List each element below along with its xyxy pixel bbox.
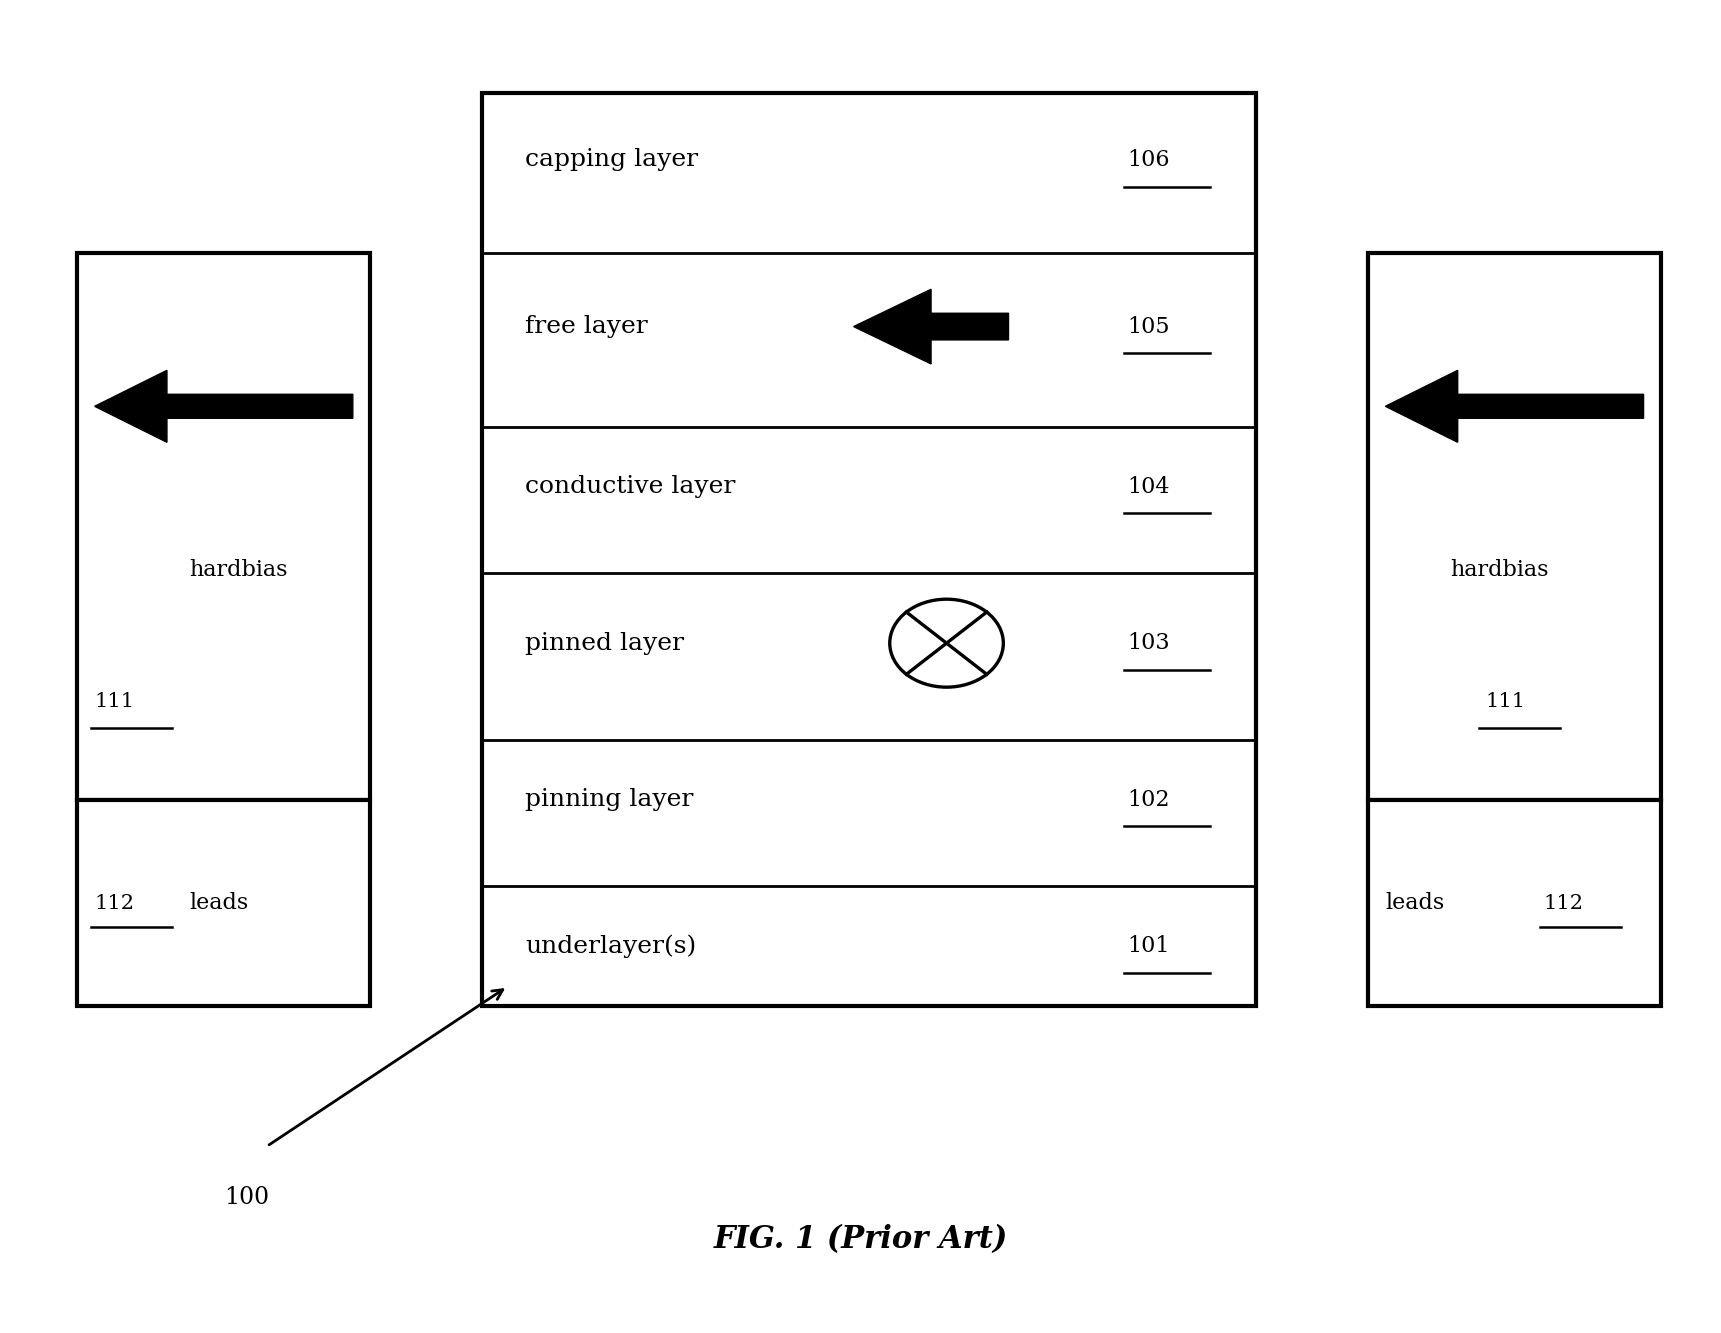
Text: pinning layer: pinning layer: [525, 788, 694, 812]
Text: 102: 102: [1127, 789, 1170, 810]
Bar: [77, 800, 370, 1006]
Text: 111: 111: [1485, 692, 1525, 710]
Text: pinned layer: pinned layer: [525, 632, 683, 655]
Text: conductive layer: conductive layer: [525, 475, 735, 499]
Text: leads: leads: [1385, 892, 1444, 914]
Text: leads: leads: [189, 892, 248, 914]
Text: 112: 112: [95, 893, 134, 913]
Text: hardbias: hardbias: [189, 560, 287, 581]
Text: capping layer: capping layer: [525, 148, 699, 172]
Text: 112: 112: [1544, 893, 1583, 913]
Text: 106: 106: [1127, 149, 1170, 171]
Polygon shape: [1385, 371, 1644, 443]
Bar: [77, 253, 370, 800]
Bar: [482, 93, 1256, 1006]
Bar: [1368, 800, 1661, 1006]
Text: free layer: free layer: [525, 315, 647, 339]
Text: 104: 104: [1127, 476, 1170, 497]
Text: hardbias: hardbias: [1451, 560, 1549, 581]
Text: 100: 100: [224, 1186, 268, 1209]
Text: 105: 105: [1127, 316, 1170, 337]
Text: underlayer(s): underlayer(s): [525, 934, 697, 958]
Text: 111: 111: [95, 692, 134, 710]
Text: FIG. 1 (Prior Art): FIG. 1 (Prior Art): [714, 1224, 1007, 1256]
Polygon shape: [854, 289, 1009, 364]
Text: 103: 103: [1127, 632, 1170, 655]
Text: 101: 101: [1127, 936, 1170, 957]
Polygon shape: [95, 371, 353, 443]
Bar: [1368, 253, 1661, 800]
